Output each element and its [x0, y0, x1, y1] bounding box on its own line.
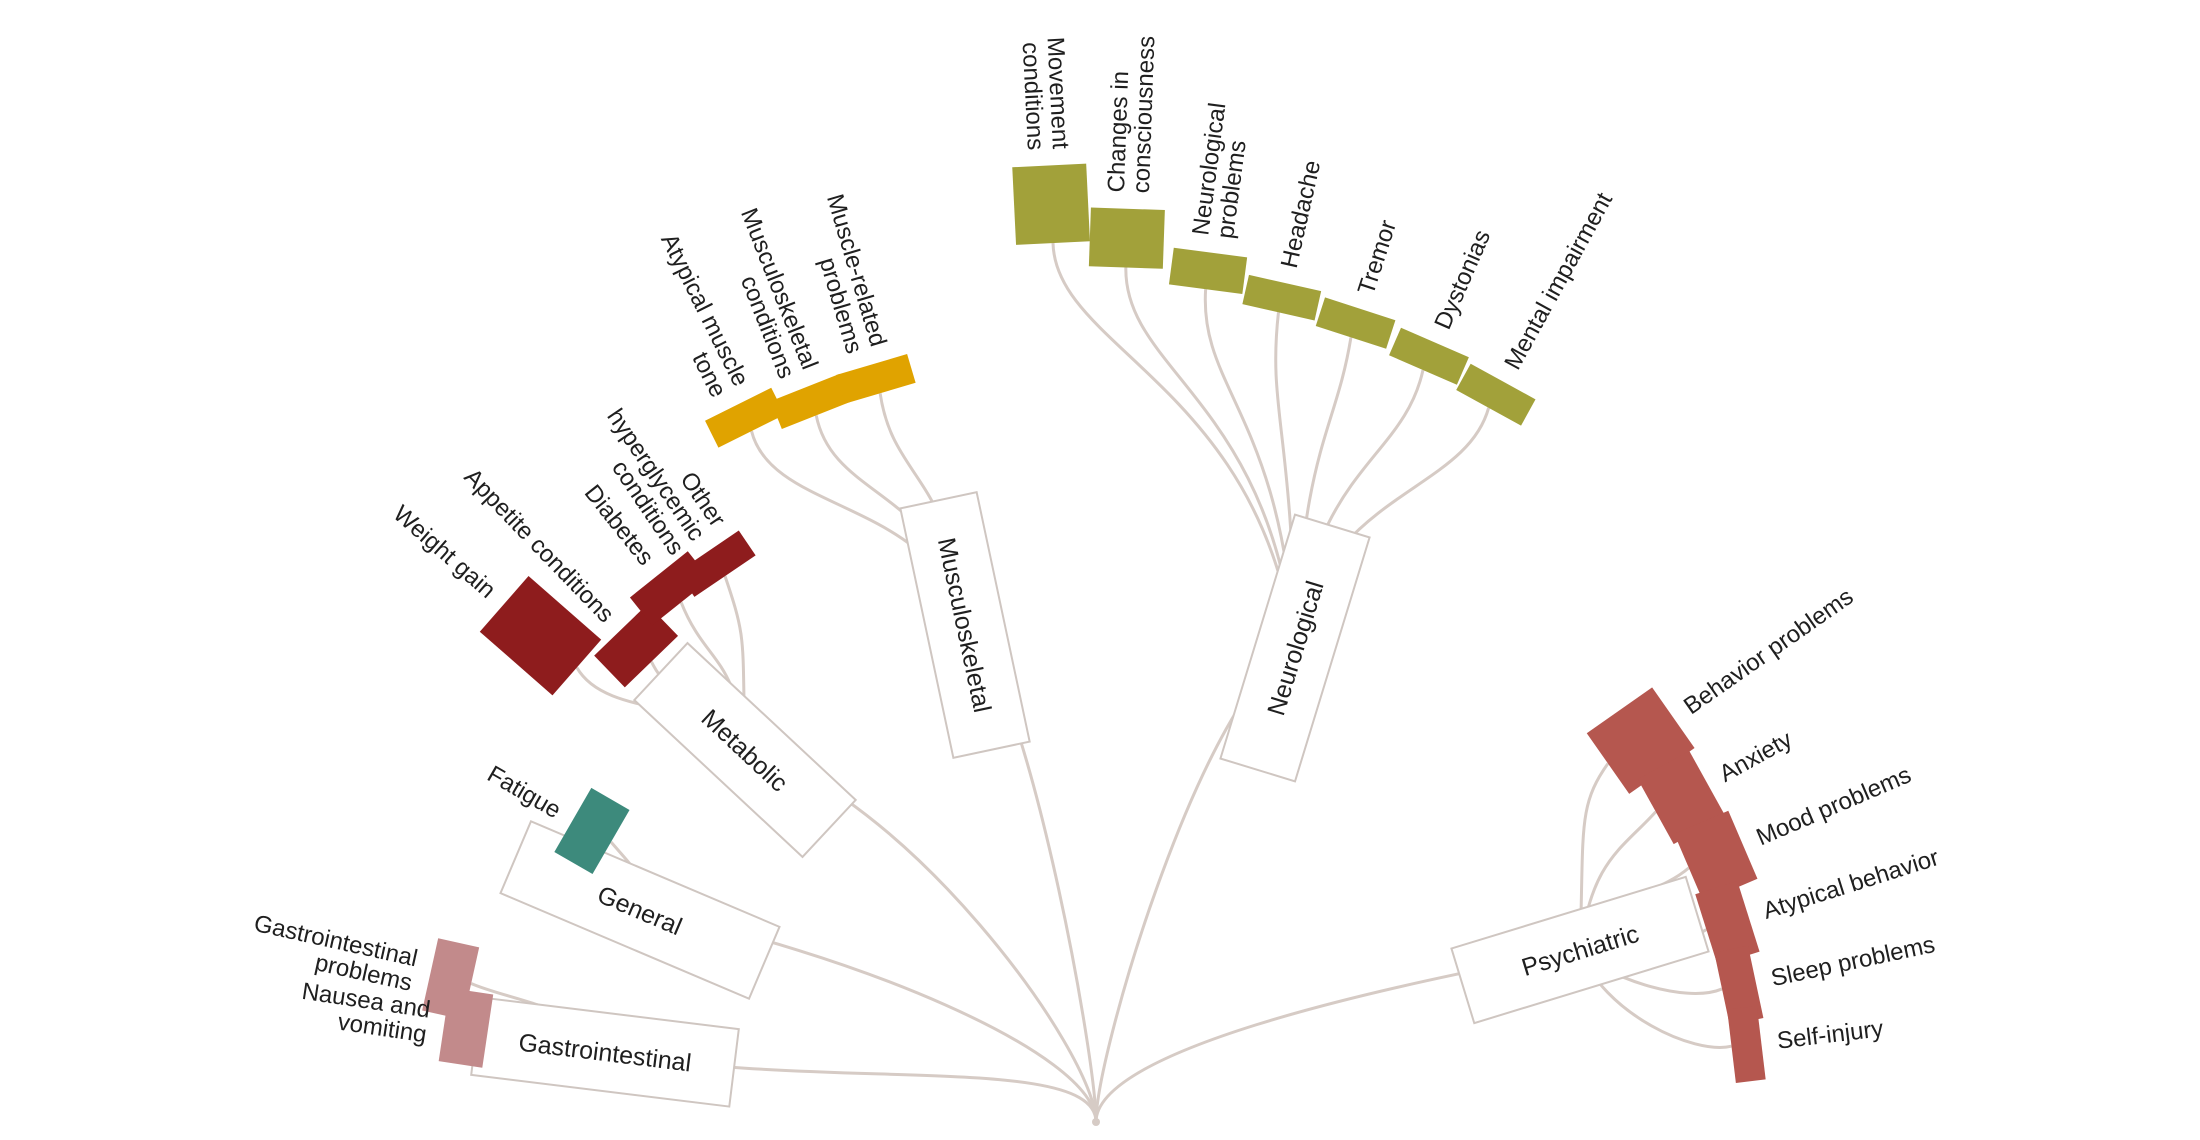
leaf-bar-atypical-muscle-tone [705, 387, 785, 448]
leaf-label-sleep-problems: Sleep problems [1769, 931, 1938, 992]
category-general: General [499, 820, 781, 1000]
leaf-group-nausea-and-vomiting [438, 987, 494, 1068]
leaf-group-mood-problems [1674, 810, 1758, 902]
category-psychiatric: Psychiatric [1450, 875, 1710, 1025]
leaf-group-self-injury [1727, 1005, 1766, 1083]
leaf-group-mental-impairment [1456, 363, 1536, 426]
leaf-group-neurological-problems [1168, 247, 1248, 295]
leaf-label-other-hyperglycemic-conditions: Otherhyperglycemicconditions [581, 390, 731, 560]
leaf-bar-dystonias [1389, 327, 1469, 385]
leaf-bar-appetite-conditions [594, 604, 679, 688]
leaf-label-movement-conditions: Movementconditions [1016, 36, 1073, 151]
leaf-group-appetite-conditions [594, 604, 679, 688]
leaf-label-line: Dystonias [1429, 226, 1496, 333]
category-metabolic: Metabolic [632, 641, 858, 859]
category-box-musculoskeletal [899, 490, 1031, 760]
leaf-label-headache: Headache [1276, 158, 1326, 271]
leaf-bar-mental-impairment [1456, 363, 1536, 426]
leaf-group-other-hyperglycemic-conditions [677, 530, 756, 597]
leaf-label-atypical-muscle-tone: Atypical muscletone [633, 229, 754, 401]
leaf-group-changes-in-consciousness [1088, 207, 1165, 269]
leaf-bar-changes-in-consciousness [1088, 207, 1165, 269]
leaf-label-nausea-and-vomiting: Nausea andvomiting [296, 978, 432, 1049]
leaf-group-sleep-problems [1714, 945, 1764, 1026]
tree-root [1092, 1118, 1100, 1126]
category-musculoskeletal: Musculoskeletal [899, 490, 1031, 760]
leaf-group-fatigue [554, 787, 630, 875]
leaf-label-atypical-behavior: Atypical behavior [1760, 844, 1942, 925]
leaf-label-line: Mood problems [1752, 761, 1915, 851]
leaf-label-line: conditions [1017, 41, 1049, 150]
leaf-group-anxiety [1637, 750, 1726, 845]
leaf-bar-mood-problems [1674, 810, 1758, 902]
leaf-label-line: Behavior problems [1679, 583, 1858, 720]
category-box-general [499, 820, 781, 1000]
leaf-group-headache [1242, 274, 1322, 321]
leaf-group-movement-conditions [1012, 163, 1090, 245]
leaf-bar-tremor [1315, 297, 1396, 349]
leaf-group-behavior-problems [1586, 687, 1695, 794]
leaf-bar-other-hyperglycemic-conditions [677, 530, 756, 597]
leaf-bar-fatigue [554, 787, 630, 875]
leaf-label-dystonias: Dystonias [1429, 226, 1496, 333]
leaf-label-line: Movement [1041, 36, 1073, 150]
leaf-group-atypical-muscle-tone [705, 387, 785, 448]
leaf-bar-headache [1242, 274, 1322, 321]
leaf-bar-nausea-and-vomiting [438, 987, 494, 1068]
leaf-label-anxiety: Anxiety [1715, 726, 1797, 788]
leaf-label-line: Fatigue [483, 761, 566, 824]
leaf-bar-self-injury [1727, 1005, 1766, 1083]
leaf-bar-neurological-problems [1168, 247, 1248, 295]
category-box-psychiatric [1450, 875, 1710, 1025]
category-box-metabolic [632, 641, 858, 859]
leaf-group-weight-gain [479, 576, 602, 696]
category-neurological: Neurological [1219, 513, 1371, 783]
leaf-label-line: Weight gain [388, 500, 501, 604]
leaf-group-dystonias [1389, 327, 1469, 385]
leaf-label-fatigue: Fatigue [483, 761, 566, 824]
leaf-bar-atypical-behavior [1695, 880, 1760, 965]
leaf-label-line: Self-injury [1776, 1015, 1885, 1054]
leaf-bar-movement-conditions [1012, 163, 1090, 245]
leaf-label-line: Changes in [1103, 71, 1134, 193]
leaf-label-neurological-problems: Neurologicalproblems [1187, 101, 1256, 240]
leaf-group-tremor [1315, 297, 1396, 349]
link-changes-in-consciousness [1124, 267, 1297, 649]
leaf-label-mood-problems: Mood problems [1752, 761, 1915, 851]
leaf-bar-musculoskeletal-conditions [770, 373, 851, 429]
leaf-label-line: Headache [1276, 158, 1326, 271]
leaf-label-line: Sleep problems [1769, 931, 1938, 992]
leaf-label-changes-in-consciousness: Changes inconsciousness [1103, 35, 1160, 194]
category-box-neurological [1219, 513, 1371, 783]
leaf-label-tremor: Tremor [1353, 217, 1402, 298]
leaf-label-mental-impairment: Mental impairment [1499, 188, 1618, 374]
category-gastrointestinal: Gastrointestinal [470, 996, 740, 1108]
leaf-label-line: Tremor [1353, 217, 1402, 298]
leaf-label-line: Mental impairment [1499, 188, 1618, 374]
leaf-label-line: Atypical behavior [1760, 844, 1942, 925]
leaf-bar-weight-gain [479, 576, 602, 696]
leaf-bar-muscle-related-problems [836, 354, 916, 404]
leaf-label-self-injury: Self-injury [1776, 1015, 1885, 1054]
leaf-group-muscle-related-problems [836, 354, 916, 404]
leaf-label-behavior-problems: Behavior problems [1679, 583, 1858, 720]
leaf-group-musculoskeletal-conditions [770, 373, 851, 429]
leaf-bar-sleep-problems [1714, 945, 1764, 1026]
leaf-group-atypical-behavior [1695, 880, 1760, 965]
leaf-bar-behavior-problems [1586, 687, 1695, 794]
leaf-label-weight-gain: Weight gain [388, 500, 501, 604]
leaf-bar-anxiety [1637, 750, 1726, 845]
leaf-label-line: Anxiety [1715, 726, 1797, 788]
leaf-label-line: consciousness [1128, 35, 1160, 193]
link-movement-conditions [1051, 243, 1297, 649]
